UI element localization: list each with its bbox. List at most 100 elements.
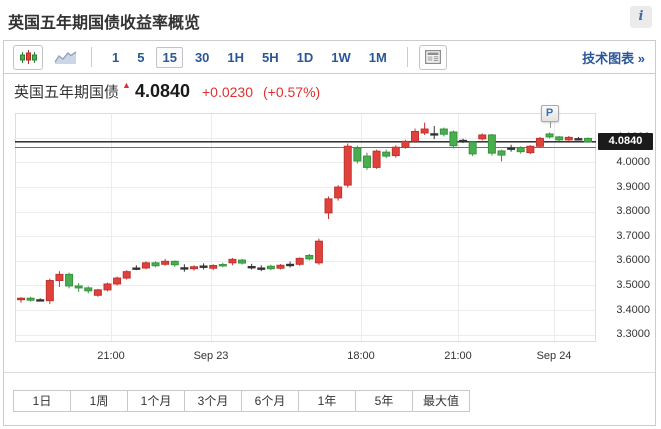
candle-body: [276, 264, 285, 269]
candle-body: [238, 259, 247, 264]
candle-body: [45, 280, 54, 302]
candle-body: [26, 297, 35, 301]
candle-body: [487, 134, 496, 154]
candle-body: [535, 137, 544, 147]
candle-body: [180, 267, 189, 270]
y-axis-label: 3.6000: [616, 254, 650, 267]
candle-body: [84, 287, 93, 292]
p-marker[interactable]: P: [540, 105, 559, 122]
candle-body: [209, 265, 218, 269]
candle-body: [343, 145, 352, 186]
candle-body: [93, 289, 102, 296]
technical-chart-link[interactable]: 技术图表 »: [582, 50, 645, 66]
price-change: +0.0230: [202, 83, 253, 100]
candle-body: [362, 155, 371, 168]
candle-body: [103, 283, 112, 291]
candle-body: [411, 130, 420, 142]
chart-area: 4.10004.00003.90003.80003.70003.60003.50…: [4, 105, 655, 373]
instrument-name: 英国五年期国债: [14, 84, 120, 101]
news-panel-button[interactable]: [418, 44, 447, 70]
candle-body: [584, 137, 592, 143]
candle-body: [247, 266, 256, 269]
candle-body: [141, 262, 150, 269]
x-axis-label: 21:00: [97, 350, 125, 362]
y-axis-label: 3.8000: [616, 205, 650, 218]
interval-15[interactable]: 15: [156, 46, 183, 68]
interval-buttons: 1 5 15 30 1H 5H 1D 1W 1M: [103, 46, 396, 68]
range-button-3[interactable]: 3个月: [184, 390, 242, 412]
candle-body: [324, 198, 333, 214]
interval-1d[interactable]: 1D: [296, 49, 314, 65]
candle-body: [391, 146, 400, 157]
line-chart-button[interactable]: [50, 45, 80, 70]
range-button-0[interactable]: 1日: [13, 390, 71, 412]
interval-1w[interactable]: 1W: [331, 49, 351, 65]
candle-body: [430, 133, 439, 136]
interval-5[interactable]: 5: [137, 49, 145, 65]
x-axis-label: 21:00: [444, 350, 472, 362]
candle-body: [17, 297, 25, 301]
last-price: 4.0840: [134, 81, 190, 101]
chart-widget: 1 5 15 30 1H 5H 1D 1W 1M 技术图表 » 英国五年期国债 ▲ 4.0840…: [3, 40, 656, 426]
candle-body: [295, 257, 304, 265]
candle-body: [439, 128, 448, 135]
range-button-4[interactable]: 6个月: [241, 390, 299, 412]
candle-body: [132, 267, 141, 270]
candlestick-chart-button[interactable]: [13, 44, 43, 70]
candle-body: [170, 260, 179, 266]
candle-body: [545, 133, 554, 138]
candle-body: [55, 273, 64, 282]
candle-body: [353, 147, 362, 162]
line-chart-icon: [53, 50, 76, 64]
chart-toolbar: 1 5 15 30 1H 5H 1D 1W 1M 技术图表 »: [4, 41, 655, 74]
interval-1m[interactable]: 1M: [368, 49, 387, 65]
up-arrow-icon: ▲: [122, 79, 131, 90]
interval-1h[interactable]: 1H: [227, 49, 245, 65]
current-price-badge: 4.0840: [598, 133, 653, 151]
interval-30[interactable]: 30: [194, 49, 210, 65]
range-button-7[interactable]: 最大值: [412, 390, 470, 412]
page-header: 英国五年期国债收益率概览 i: [0, 0, 661, 40]
candle-body: [266, 265, 275, 270]
candle-body: [497, 150, 506, 156]
candle-body: [286, 263, 295, 267]
y-axis-label: 3.9000: [616, 180, 650, 193]
candle-body: [420, 128, 429, 134]
candle-body: [218, 264, 227, 267]
candle-body: [507, 147, 516, 150]
toolbar-divider: [91, 47, 92, 67]
range-buttons: 1日 1周 1个月 3个月 6个月 1年 5年 最大值: [13, 390, 655, 412]
y-axis-label: 3.7000: [616, 229, 650, 242]
candle-body: [334, 186, 343, 199]
interval-5h[interactable]: 5H: [262, 49, 279, 65]
range-button-6[interactable]: 5年: [355, 390, 413, 412]
candle-body: [516, 147, 525, 153]
candlestick-icon: [19, 49, 37, 64]
range-button-2[interactable]: 1个月: [127, 390, 185, 412]
candlestick-plot[interactable]: [15, 113, 596, 342]
candle-body: [113, 277, 122, 285]
x-axis-label: 18:00: [347, 350, 375, 362]
candle-body: [401, 140, 410, 148]
candle-body: [65, 273, 74, 287]
range-button-1[interactable]: 1周: [70, 390, 128, 412]
toolbar-divider: [406, 47, 408, 67]
y-axis-label: 3.5000: [616, 278, 650, 291]
candle-body: [161, 260, 170, 265]
range-button-5[interactable]: 1年: [298, 390, 356, 412]
candle-body: [382, 151, 391, 157]
candle-body: [189, 266, 198, 270]
info-icon[interactable]: i: [630, 6, 652, 28]
interval-1[interactable]: 1: [112, 49, 120, 65]
candle-body: [468, 141, 477, 155]
p-marker-stem: [549, 121, 551, 128]
candle-body: [449, 131, 458, 147]
candle-body: [151, 262, 160, 267]
candle-body: [199, 265, 208, 268]
candle-body: [257, 267, 266, 270]
quote-row: 英国五年期国债 ▲ 4.0840 +0.0230 (+0.57%): [4, 74, 655, 109]
page-title: 英国五年期国债收益率概览: [8, 15, 201, 32]
candle-body: [305, 254, 314, 260]
candle-body: [564, 136, 573, 141]
price-change-percent: (+0.57%): [263, 83, 321, 100]
